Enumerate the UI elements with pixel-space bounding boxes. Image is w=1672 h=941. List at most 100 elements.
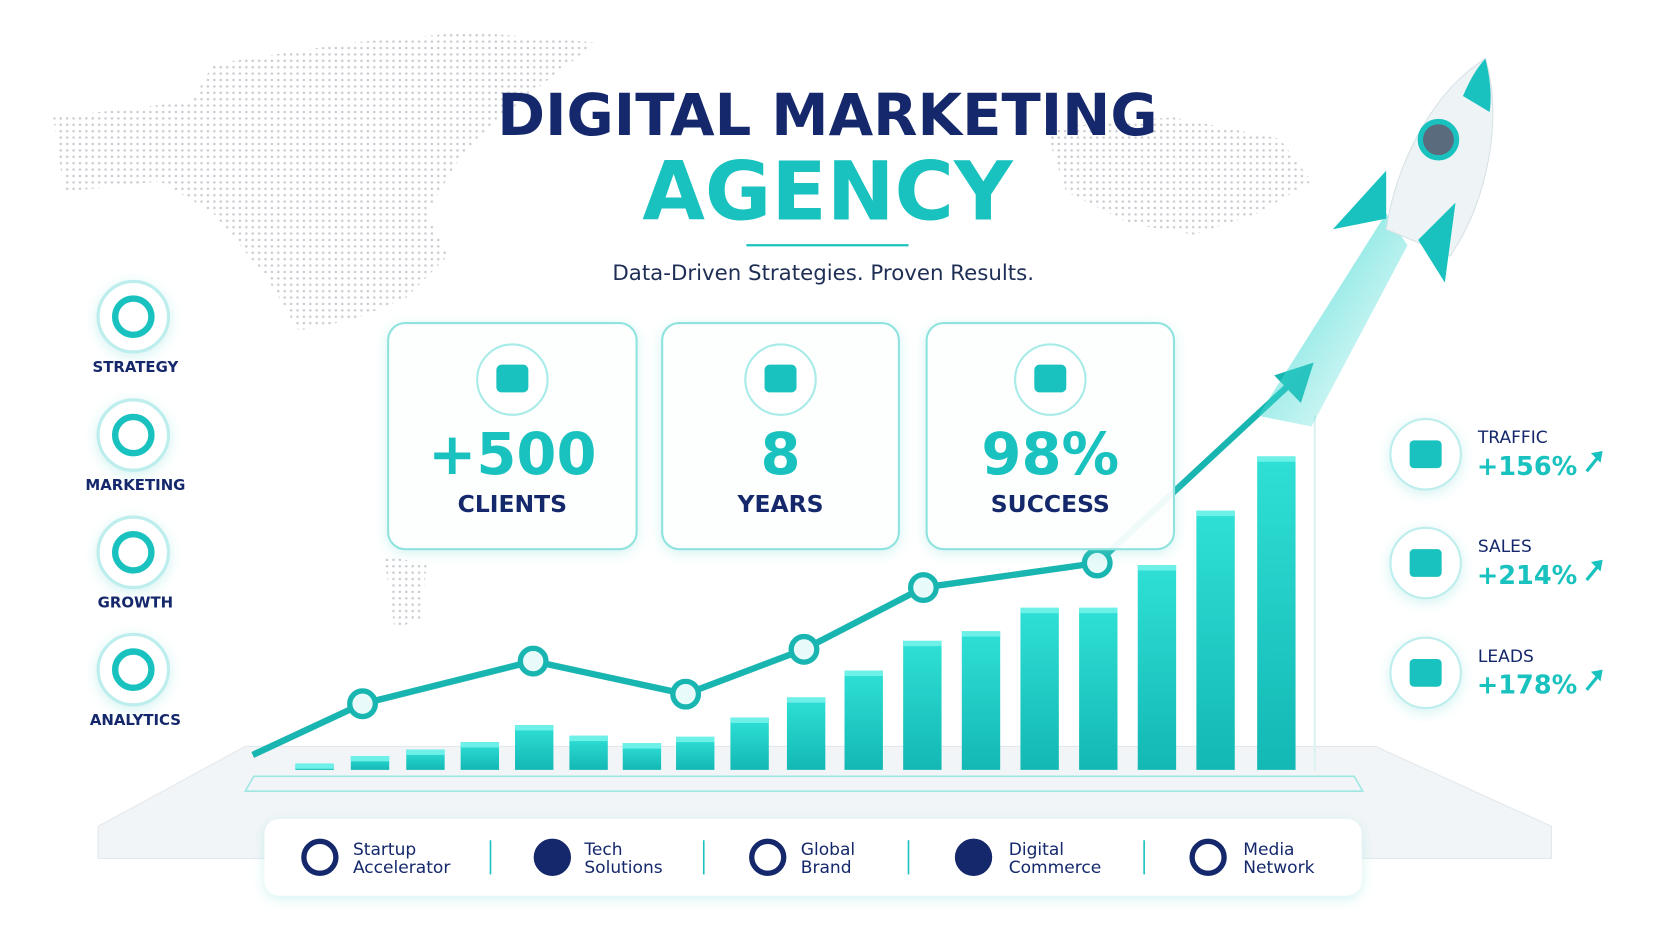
service-icon [96,515,171,590]
bar-top [1196,510,1235,517]
trend-points [347,547,1113,720]
stat-value: +500 [428,421,596,488]
partner-logo [1189,838,1227,876]
bar [730,717,769,770]
bar-top [350,756,390,762]
bar [569,735,608,770]
trend-line [251,381,1293,758]
subtitle: Data-Driven Strategies. Proven Results. [612,261,1034,286]
metric-label: SALES [1478,537,1532,557]
metric-arrowhead [1590,451,1603,463]
stat-value: 98% [981,421,1119,488]
bar-top [622,743,662,749]
service-label: MARKETING [85,476,185,494]
stat-card: 98%SUCCESS [925,322,1176,551]
service: GROWTH [96,515,173,612]
metric-icon-glyph [1409,549,1442,577]
metric-value: +178% [1477,671,1577,701]
bar-top [295,763,334,769]
partner-logo [749,838,787,876]
card [925,322,1176,551]
partner-name: Brand [801,858,852,878]
partner-name: Media [1243,840,1294,860]
bar [515,725,554,770]
bar [844,670,883,770]
metric-label: LEADS [1478,647,1534,667]
metric: LEADS +178% [1389,636,1603,710]
card [387,322,638,551]
bar-top [961,631,1001,637]
title: DIGITAL MARKETING [497,82,1157,149]
service-label: GROWTH [98,594,173,612]
service: STRATEGY [93,279,179,376]
partner-name: Network [1243,858,1314,878]
service-icon [96,632,171,707]
partner-logo [954,838,993,876]
metric: SALES +214% [1389,526,1603,600]
stat-icon-glyph [496,364,529,393]
metric-icon-glyph [1409,440,1442,469]
bar-top [460,742,500,748]
bar [903,640,942,770]
bar-top [1079,607,1118,614]
metric: TRAFFIC +156% [1389,417,1603,491]
service-icon-inner [111,648,155,691]
service-label: ANALYTICS [90,711,181,729]
metric-arrowhead [1590,669,1603,682]
bar [786,697,826,770]
partner-bar [264,818,1362,896]
stat-label: YEARS [737,490,824,518]
service: ANALYTICS [90,632,181,729]
metric-value: +214% [1477,561,1577,591]
partner-name: Commerce [1009,858,1102,878]
metric-label: TRAFFIC [1477,428,1548,448]
metric-arrowhead [1590,559,1603,572]
partner-name: Tech [583,840,622,860]
partner-name: Accelerator [353,858,451,878]
stat-label: CLIENTS [458,490,567,518]
bar-top [1257,456,1296,462]
bar-top [676,736,715,743]
partner-name: Startup [353,840,416,860]
bar-top [1137,565,1177,571]
rocket [1258,57,1494,427]
bar-top [903,640,942,647]
service-icon-inner [111,295,155,339]
bar-top [844,670,883,677]
bar [1196,510,1235,770]
service: MARKETING [85,398,185,494]
stat-icon-glyph [1034,364,1067,393]
bar-top [730,717,769,723]
service-icon [96,398,171,472]
partner-name: Solutions [584,858,662,878]
card [661,322,900,551]
metric-icon-glyph [1409,658,1442,687]
service-label: STRATEGY [93,358,179,376]
stat-value: 8 [760,421,800,488]
service-icon [96,279,171,354]
bar [676,736,715,770]
bar-top [406,749,445,755]
metrics: TRAFFIC +156% SALES +214% LEADS +178% [1389,417,1603,710]
stat-label: SUCCESS [991,490,1110,518]
service-icon-inner [111,413,155,457]
world-map [53,31,1312,630]
bar-top [786,697,826,703]
bar [1257,456,1296,770]
bar [1079,607,1118,770]
services: STRATEGY MARKETING GROWTH ANALYTICS [85,279,185,729]
bar-top [569,735,608,742]
bar [961,631,1001,770]
bar [1137,565,1177,770]
metric-value: +156% [1477,452,1577,482]
service-icon-inner [111,531,155,574]
